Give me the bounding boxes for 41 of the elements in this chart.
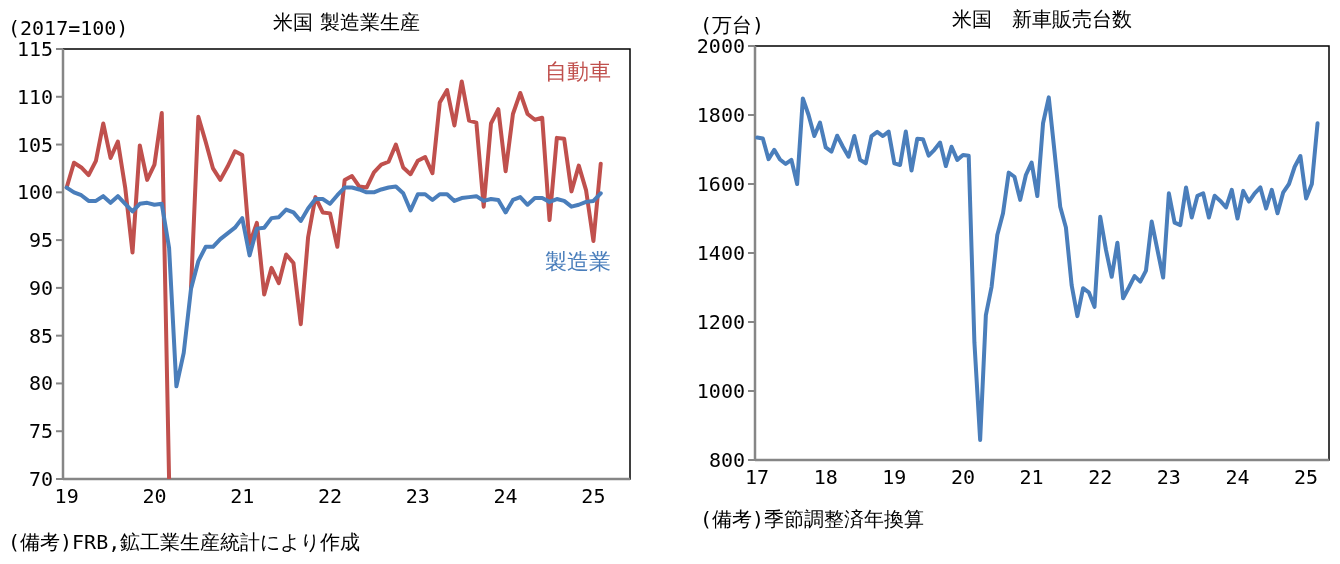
series-label: 自動車 xyxy=(544,58,611,84)
text: (備考)季節調整済年換算 xyxy=(700,507,925,531)
y-tick-label: 1200 xyxy=(696,310,745,334)
y-tick-label: 1000 xyxy=(696,379,745,403)
x-tick-label: 24 xyxy=(1225,465,1250,489)
x-tick-label: 21 xyxy=(1019,465,1044,489)
y-tick-label: 1800 xyxy=(696,103,745,127)
y-tick-label: 75 xyxy=(28,419,53,444)
y-tick-label: 80 xyxy=(28,371,53,396)
x-tick-label: 19 xyxy=(882,465,907,489)
y-tick-label: 105 xyxy=(16,132,53,157)
x-tick-label: 18 xyxy=(813,465,838,489)
y-tick-label: 2000 xyxy=(696,34,745,58)
y-tick-label: 115 xyxy=(16,37,53,61)
text: (備考)FRB,鉱工業生産統計により作成 xyxy=(8,530,361,554)
x-tick-label: 25 xyxy=(1294,465,1319,489)
x-tick-label: 20 xyxy=(142,484,167,508)
x-tick-label: 23 xyxy=(1156,465,1181,489)
x-tick-label: 22 xyxy=(1088,465,1113,489)
y-tick-label: 100 xyxy=(16,180,53,205)
x-tick-label: 19 xyxy=(54,484,79,508)
y-tick-label: 1400 xyxy=(696,241,745,265)
y-tick-label: 85 xyxy=(28,323,53,348)
x-tick-label: 24 xyxy=(493,484,518,508)
y-tick-label: 90 xyxy=(28,275,53,300)
y-tick-label: 95 xyxy=(28,228,53,253)
x-tick-label: 21 xyxy=(230,484,255,508)
x-tick-label: 20 xyxy=(950,465,976,489)
y-axis-title: (万台) xyxy=(700,13,765,37)
x-tick-label: 25 xyxy=(581,484,606,508)
y-tick-label: 110 xyxy=(16,84,53,109)
chart-title: 米国 新車販売台数 xyxy=(952,7,1132,31)
y-tick-label: 1600 xyxy=(696,172,745,196)
y-tick-label: 800 xyxy=(708,448,745,472)
text: 製造業 xyxy=(544,249,611,275)
x-tick-label: 22 xyxy=(317,484,343,508)
x-tick-label: 23 xyxy=(405,484,430,508)
chart-title: 米国 製造業生産 xyxy=(273,10,420,34)
y-axis-title: (2017=100) xyxy=(8,16,129,40)
x-tick-label: 17 xyxy=(745,465,770,489)
y-tick-label: 70 xyxy=(28,467,53,491)
